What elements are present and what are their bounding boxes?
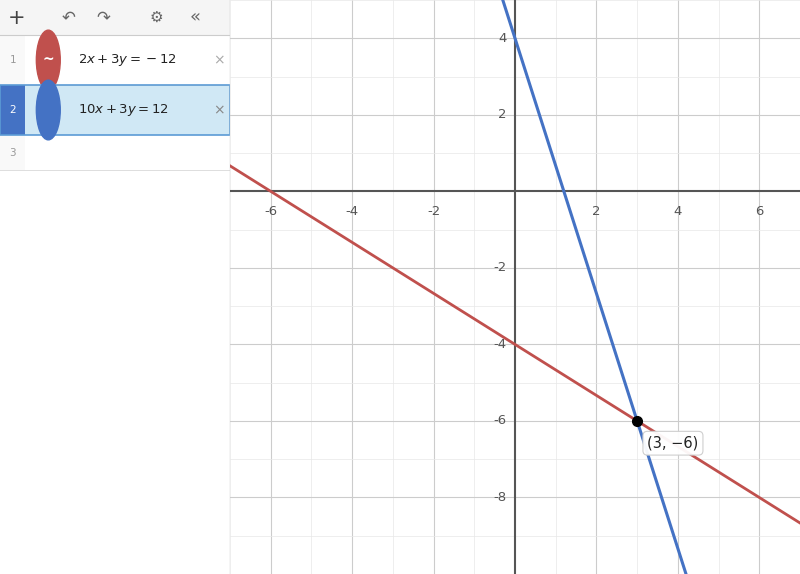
Text: (3, −6): (3, −6) bbox=[647, 436, 698, 451]
Text: -6: -6 bbox=[494, 414, 507, 428]
Bar bbox=[0, 135, 230, 170]
Bar bbox=[0, 35, 26, 85]
Text: ⚙: ⚙ bbox=[150, 10, 163, 25]
Text: ×: × bbox=[213, 53, 224, 67]
Text: ↶: ↶ bbox=[62, 9, 76, 26]
Bar bbox=[0, 35, 230, 85]
Text: $10x + 3y = 12$: $10x + 3y = 12$ bbox=[78, 102, 170, 118]
Text: 6: 6 bbox=[755, 205, 763, 218]
Text: 4: 4 bbox=[498, 32, 507, 45]
Text: +: + bbox=[7, 7, 25, 28]
Text: -4: -4 bbox=[494, 338, 507, 351]
Text: -6: -6 bbox=[264, 205, 278, 218]
Text: ~: ~ bbox=[42, 103, 54, 117]
Text: 2: 2 bbox=[498, 108, 507, 121]
Text: 3: 3 bbox=[10, 148, 16, 157]
Bar bbox=[0, 85, 230, 135]
Bar bbox=[0, 85, 230, 135]
Text: -2: -2 bbox=[427, 205, 440, 218]
Text: 2: 2 bbox=[592, 205, 601, 218]
Text: ↷: ↷ bbox=[97, 9, 110, 26]
Text: ×: × bbox=[213, 103, 224, 117]
Bar bbox=[0, 0, 230, 35]
Text: «: « bbox=[190, 9, 201, 26]
Bar bbox=[0, 135, 26, 170]
Text: 2: 2 bbox=[10, 105, 16, 115]
Bar bbox=[0, 85, 26, 135]
Text: -8: -8 bbox=[494, 491, 507, 504]
Text: 1: 1 bbox=[10, 55, 16, 65]
Text: ~: ~ bbox=[42, 53, 54, 67]
Circle shape bbox=[36, 80, 60, 140]
Text: -4: -4 bbox=[346, 205, 358, 218]
Text: -2: -2 bbox=[494, 261, 507, 274]
Text: $2x + 3y = -12$: $2x + 3y = -12$ bbox=[78, 52, 177, 68]
Circle shape bbox=[36, 30, 60, 90]
Text: 4: 4 bbox=[674, 205, 682, 218]
